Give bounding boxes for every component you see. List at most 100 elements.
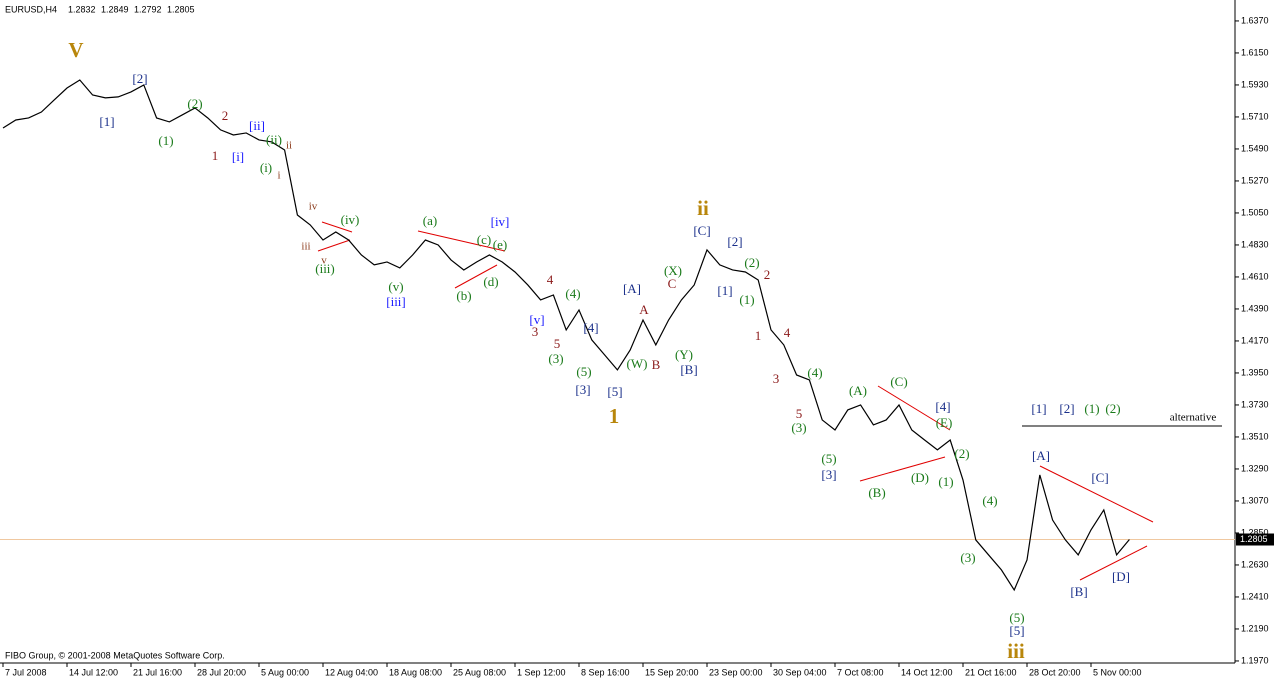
wave-label: (X)	[664, 263, 682, 278]
current-price-box	[1236, 533, 1274, 546]
wave-label: 5	[554, 336, 561, 351]
wave-label: [1]	[99, 114, 114, 129]
wave-label: A	[639, 302, 649, 317]
wave-label: iii	[1007, 639, 1025, 663]
x-tick-label: 28 Jul 20:00	[197, 667, 246, 677]
wave-label: [B]	[680, 362, 697, 377]
x-tick-label: 5 Aug 00:00	[261, 667, 309, 677]
wave-label: (D)	[911, 470, 929, 485]
wave-label: (4)	[982, 493, 997, 508]
wave-label: [4]	[935, 399, 950, 414]
wave-label: (E)	[936, 415, 953, 430]
wave-label: [ii]	[249, 118, 265, 133]
y-tick-label: 1.5050	[1241, 207, 1269, 217]
quote: 1.2792	[134, 4, 162, 14]
wave-label: 3	[773, 371, 780, 386]
wave-label: [i]	[232, 149, 244, 164]
wave-label: iii	[301, 241, 310, 253]
wave-label: (b)	[456, 288, 471, 303]
footer: FIBO Group, © 2001-2008 MetaQuotes Softw…	[5, 650, 225, 660]
x-tick-label: 21 Jul 16:00	[133, 667, 182, 677]
x-tick-label: 14 Jul 12:00	[69, 667, 118, 677]
wave-label: [C]	[1091, 470, 1108, 485]
wave-label: 4	[784, 325, 791, 340]
wave-label: 2	[222, 108, 229, 123]
wave-label: v	[321, 255, 327, 267]
y-tick-label: 1.2630	[1241, 559, 1269, 569]
x-tick-label: 12 Aug 04:00	[325, 667, 378, 677]
wave-label: (2)	[954, 446, 969, 461]
x-tick-label: 18 Aug 08:00	[389, 667, 442, 677]
wave-label: [C]	[693, 223, 710, 238]
y-tick-label: 1.3510	[1241, 431, 1269, 441]
wave-label: (4)	[565, 286, 580, 301]
wave-label: (e)	[493, 237, 507, 252]
wave-label: 1	[755, 328, 762, 343]
wave-label: i	[277, 170, 280, 182]
wave-label: (2)	[187, 96, 202, 111]
wave-label: [D]	[1112, 569, 1130, 584]
x-tick-label: 23 Sep 00:00	[709, 667, 763, 677]
wave-label: (5)	[1009, 610, 1024, 625]
x-tick-label: 7 Oct 08:00	[837, 667, 884, 677]
wave-label: (iii)	[315, 261, 335, 276]
wave-label: [5]	[607, 384, 622, 399]
y-tick-label: 1.4610	[1241, 271, 1269, 281]
y-tick-label: 1.4390	[1241, 303, 1269, 313]
x-tick-label: 5 Nov 00:00	[1093, 667, 1142, 677]
wave-label: [iv]	[491, 214, 510, 229]
wave-label: (Y)	[675, 347, 693, 362]
y-tick-label: 1.2850	[1241, 527, 1269, 537]
wave-label: [3]	[575, 382, 590, 397]
x-tick-label: 7 Jul 2008	[5, 667, 47, 677]
wave-label: 2	[764, 267, 771, 282]
wave-label: (1)	[739, 292, 754, 307]
wave-label: (1)	[158, 133, 173, 148]
y-tick-label: 1.5710	[1241, 111, 1269, 121]
symbol: EURUSD,H4	[5, 4, 57, 14]
quote: 1.2832	[68, 4, 96, 14]
y-tick-label: 1.6150	[1241, 47, 1269, 57]
wave-label: (3)	[548, 351, 563, 366]
current-price-label: 1.2805	[1240, 534, 1268, 544]
x-tick-label: 28 Oct 20:00	[1029, 667, 1081, 677]
wave-label: V	[68, 38, 83, 62]
y-tick-label: 1.5270	[1241, 175, 1269, 185]
wave-label: (d)	[483, 274, 498, 289]
x-tick-label: 1 Sep 12:00	[517, 667, 566, 677]
wave-label: [5]	[1009, 623, 1024, 638]
wave-label: (2)	[744, 255, 759, 270]
x-tick-label: 8 Sep 16:00	[581, 667, 630, 677]
wave-label: (1)	[1084, 401, 1099, 416]
wave-label: (ii)	[266, 132, 282, 147]
trend-lines	[317, 221, 1154, 581]
wave-label: [2]	[132, 71, 147, 86]
wave-label: ii	[286, 140, 292, 152]
wave-label: (5)	[821, 451, 836, 466]
y-tick-label: 1.3730	[1241, 399, 1269, 409]
wave-label: iv	[309, 201, 318, 213]
y-tick-label: 1.2410	[1241, 591, 1269, 601]
wave-label: (5)	[576, 364, 591, 379]
wave-label: (A)	[849, 383, 867, 398]
quote: 1.2849	[101, 4, 129, 14]
wave-label: [3]	[821, 467, 836, 482]
wave-label: [2]	[727, 234, 742, 249]
y-tick-label: 1.3950	[1241, 367, 1269, 377]
wave-label: (3)	[791, 420, 806, 435]
wave-label: [1]	[1031, 401, 1046, 416]
wave-label: alternative	[1170, 412, 1217, 424]
wave-label: (2)	[1105, 401, 1120, 416]
wave-label: 3	[532, 324, 539, 339]
y-tick-label: 1.3290	[1241, 463, 1269, 473]
wave-label: 4	[547, 272, 554, 287]
wave-label: (v)	[388, 279, 403, 294]
wave-label: [2]	[1059, 401, 1074, 416]
wave-label: 1	[212, 148, 219, 163]
y-tick-label: 1.3070	[1241, 495, 1269, 505]
y-tick-label: 1.6370	[1241, 15, 1269, 25]
wave-label: ii	[697, 196, 709, 220]
y-tick-label: 1.1970	[1241, 655, 1269, 665]
wave-label: (c)	[477, 232, 491, 247]
